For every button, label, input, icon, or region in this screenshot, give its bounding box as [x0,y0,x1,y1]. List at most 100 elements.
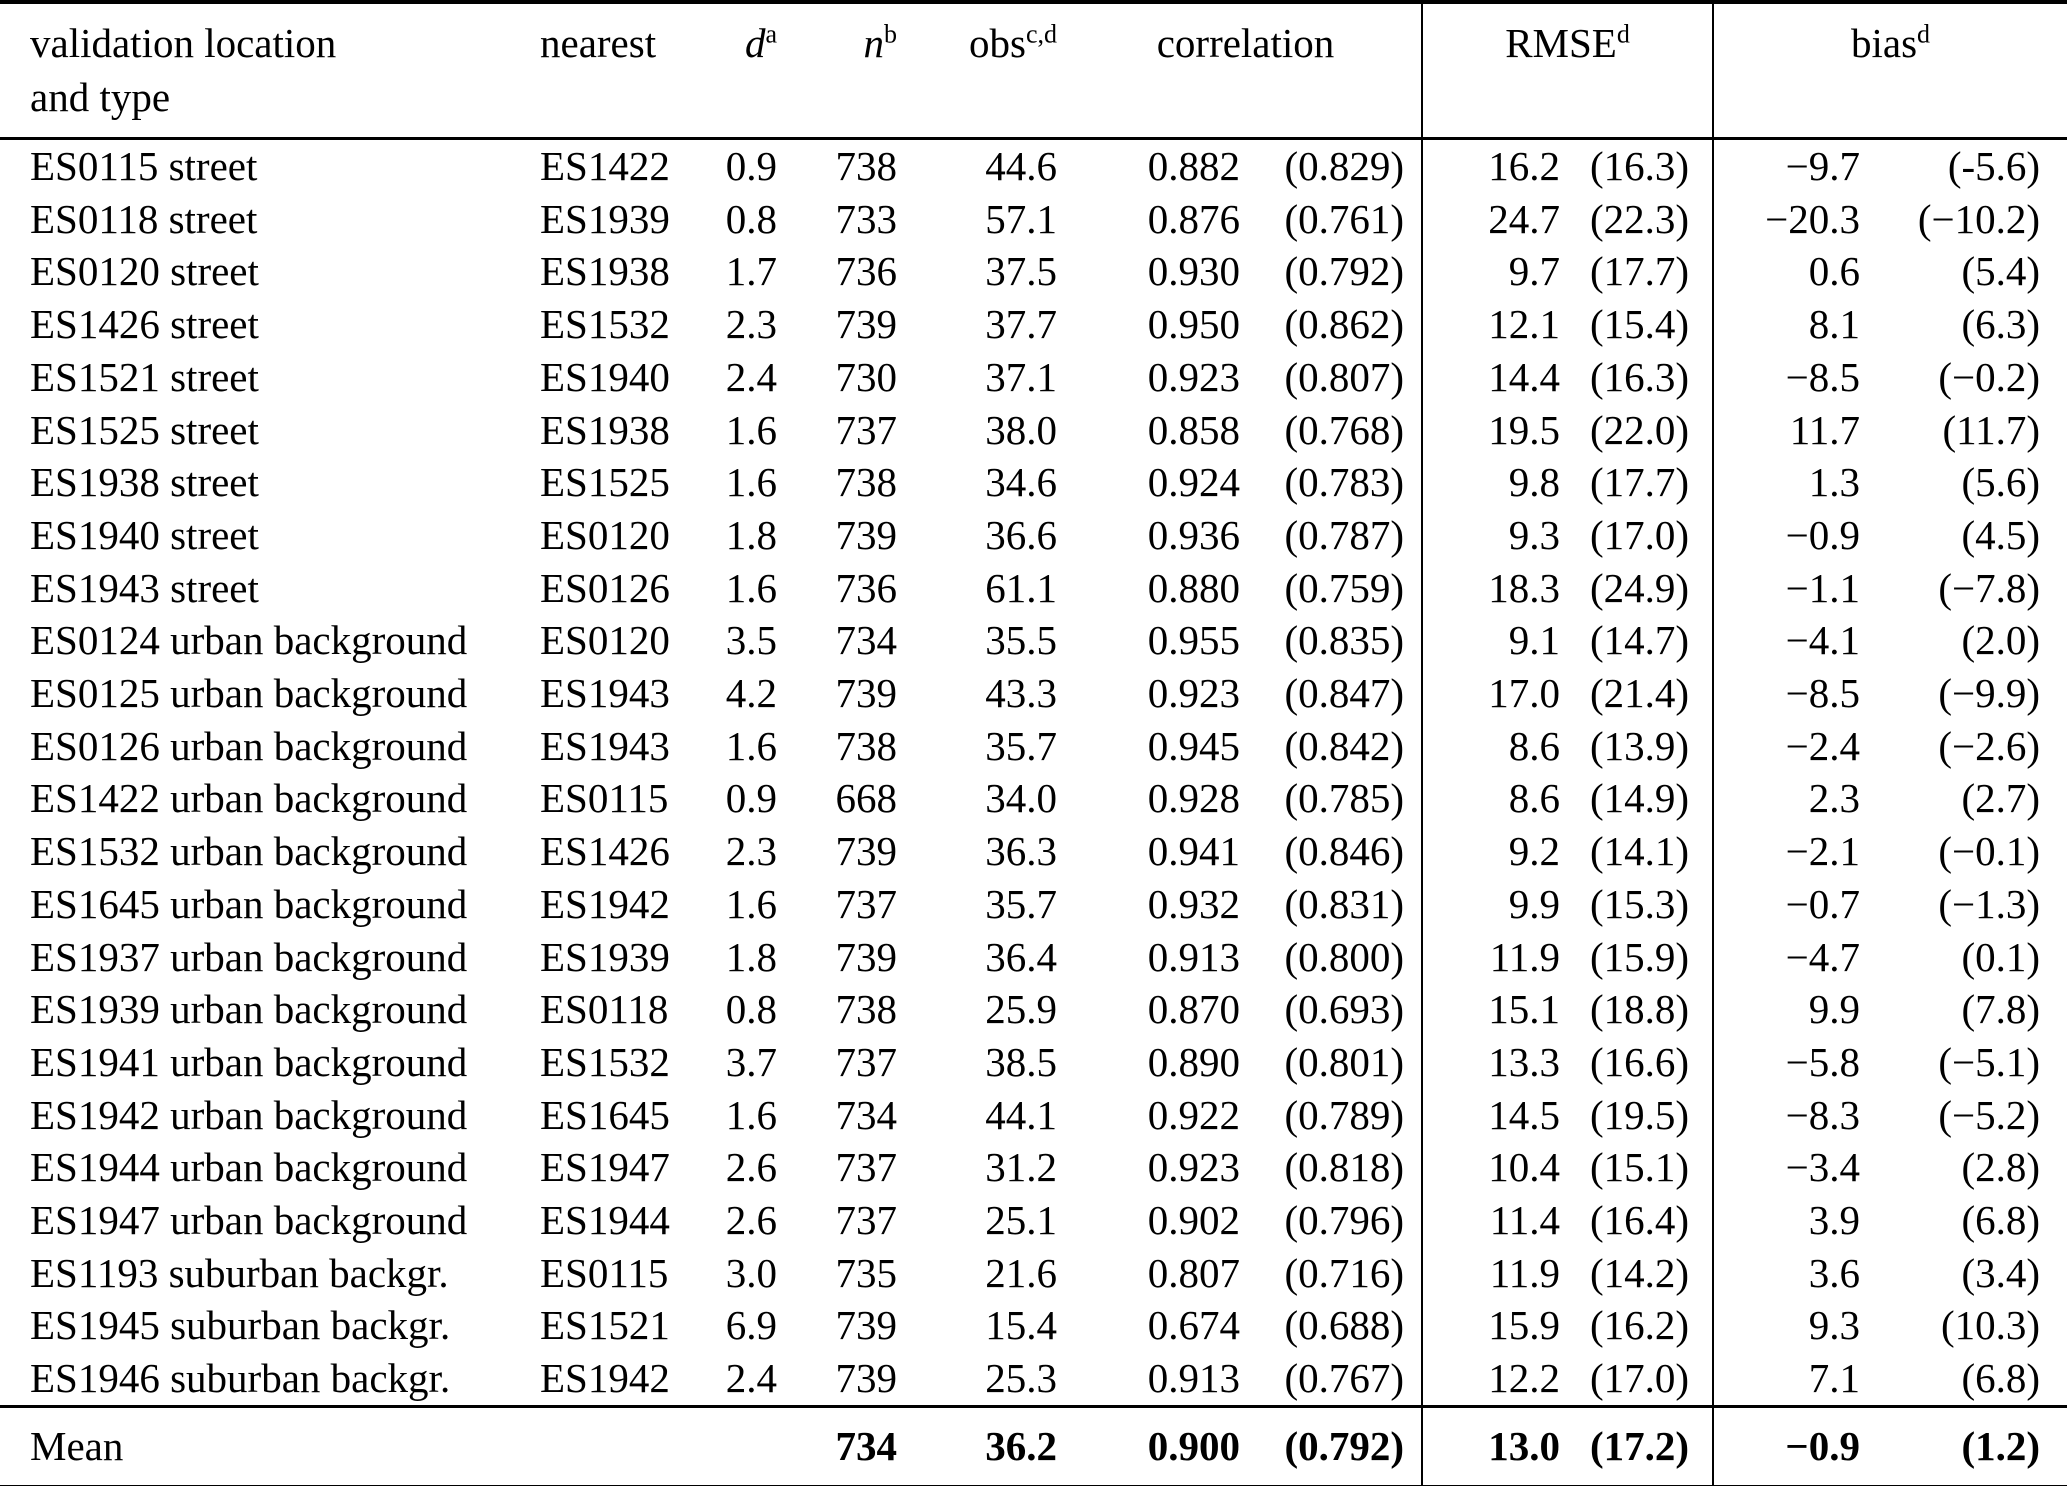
cell-correlation: 0.902 [1147,1197,1240,1244]
cell-nearest: ES0118 [540,986,669,1033]
cell-rmse: 17.0 [1421,667,1571,720]
cell-bias-paren: (−2.6) [1938,722,2041,769]
cell-correlation: 0.674 [1147,1302,1240,1349]
cell-n: 739 [835,511,898,558]
cell-n: 668 [835,775,898,822]
cell-bias-paren: (2.0) [1961,617,2041,664]
cell-rmse-paren: (16.6) [1589,1038,1690,1085]
mean-cell-distance [700,1406,785,1486]
cell-bias: −8.5 [1712,350,1886,404]
cell-correlation: 0.870 [1147,986,1240,1033]
cell-correlation-paren: (0.842) [1284,722,1405,769]
cell-bias-paren: (2.7) [1961,775,2041,822]
mean-cell-correlation: 0.900 [1147,1422,1240,1469]
table-row: ES1938 street ES1525 1.6 738 34.6 0.924 (0.783… [0,456,2067,509]
cell-location: ES1193 suburban backgr. [30,1249,449,1296]
cell-nearest: ES1645 [540,1091,670,1138]
cell-location: ES0125 urban background [30,670,468,717]
cell-obs: 38.5 [985,1038,1057,1085]
cell-obs: 37.5 [985,248,1057,295]
table-row: ES1943 street ES0126 1.6 736 61.1 0.880 (0.759… [0,561,2067,615]
cell-distance: 1.6 [725,880,777,927]
cell-bias: −0.9 [1712,508,1886,562]
cell-nearest: ES0120 [540,511,670,558]
cell-correlation-paren: (0.835) [1284,617,1405,664]
cell-rmse-paren: (22.0) [1589,406,1690,453]
header-n: nb [785,2,905,139]
cell-rmse-paren: (15.9) [1589,933,1690,980]
cell-bias: 3.9 [1712,1194,1886,1247]
cell-distance: 2.6 [725,1144,777,1191]
cell-correlation-paren: (0.787) [1284,511,1405,558]
cell-location: ES1645 urban background [30,880,468,927]
header-rmse-superscript: d [1616,19,1630,49]
cell-obs: 44.1 [985,1091,1057,1138]
cell-location: ES0126 urban background [30,722,468,769]
cell-nearest: ES1422 [540,143,670,189]
cell-location: ES0118 street [30,195,258,242]
cell-distance: 6.9 [725,1302,777,1349]
cell-rmse-paren: (16.3) [1589,353,1690,400]
cell-nearest: ES0115 [540,775,669,822]
cell-rmse-paren: (17.7) [1589,459,1690,506]
table-body: ES0115 street ES1422 0.9 738 44.6 0.882 (0.829… [0,138,2067,1407]
cell-bias: 9.9 [1712,983,1886,1036]
cell-location: ES1940 street [30,511,259,558]
cell-correlation-paren: (0.785) [1284,775,1405,822]
cell-rmse: 15.1 [1421,983,1571,1036]
cell-n: 739 [835,828,898,875]
cell-correlation: 0.923 [1147,670,1240,717]
table-row: ES0126 urban background ES1943 1.6 738 35.7 0… [0,719,2067,773]
header-n-superscript: b [884,19,897,49]
cell-rmse: 15.9 [1421,1299,1571,1353]
cell-rmse-paren: (14.1) [1589,828,1690,875]
cell-nearest: ES1940 [540,353,670,400]
cell-nearest: ES1525 [540,459,670,506]
table-row: ES1941 urban background ES1532 3.7 737 38.5 0… [0,1035,2067,1089]
cell-rmse: 13.3 [1421,1035,1571,1089]
cell-correlation-paren: (0.807) [1284,353,1405,400]
cell-rmse: 9.1 [1421,614,1571,668]
mean-cell-bias: −0.9 [1712,1406,1886,1486]
cell-distance: 0.9 [725,143,777,189]
cell-correlation: 0.890 [1147,1038,1240,1085]
cell-bias: 1.3 [1712,456,1886,509]
cell-location: ES1942 urban background [30,1091,468,1138]
cell-bias-paren: (3.4) [1961,1249,2041,1296]
cell-distance: 0.8 [725,195,777,242]
cell-n: 730 [835,353,898,400]
cell-rmse-paren: (18.8) [1589,986,1690,1033]
cell-correlation-paren: (0.759) [1284,564,1405,611]
cell-obs: 21.6 [985,1249,1057,1296]
cell-distance: 2.6 [725,1197,777,1244]
cell-nearest: ES0115 [540,1249,669,1296]
table-row: ES1942 urban background ES1645 1.6 734 44.1 0… [0,1088,2067,1142]
cell-bias: −2.1 [1712,825,1886,878]
cell-bias: 0.6 [1712,245,1886,299]
cell-rmse: 12.2 [1421,1352,1571,1407]
cell-bias-paren: (−10.2) [1917,195,2041,242]
cell-correlation-paren: (0.693) [1284,986,1405,1033]
header-obs-label: obs [968,20,1026,66]
cell-n: 739 [835,1355,898,1402]
cell-location: ES1532 urban background [30,828,468,875]
cell-rmse: 8.6 [1421,772,1571,826]
header-n-symbol: n [863,20,885,66]
cell-distance: 4.2 [725,670,777,717]
cell-location: ES1945 suburban backgr. [30,1302,451,1349]
cell-distance: 1.8 [725,511,777,558]
cell-rmse-paren: (17.7) [1589,248,1690,295]
table-row: ES0115 street ES1422 0.9 738 44.6 0.882 (0.829… [0,138,2067,193]
cell-nearest: ES1521 [540,1302,670,1349]
header-rmse-label: RMSE [1505,20,1617,66]
cell-location: ES0124 urban background [30,617,468,664]
cell-rmse-paren: (17.0) [1589,511,1690,558]
cell-bias-paren: (11.7) [1942,406,2041,453]
cell-distance: 2.3 [725,828,777,875]
cell-obs: 35.7 [985,722,1057,769]
cell-distance: 1.8 [725,933,777,980]
cell-n: 738 [835,986,898,1033]
cell-obs: 35.7 [985,880,1057,927]
cell-obs: 44.6 [985,143,1057,189]
cell-rmse: 12.1 [1421,298,1571,351]
